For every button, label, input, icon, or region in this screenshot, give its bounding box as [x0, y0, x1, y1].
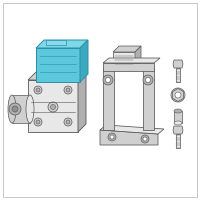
Bar	[176, 68, 180, 82]
Polygon shape	[36, 40, 88, 48]
Ellipse shape	[174, 121, 182, 125]
Circle shape	[9, 103, 21, 115]
Circle shape	[106, 77, 110, 82]
Circle shape	[103, 75, 113, 85]
Circle shape	[34, 118, 42, 126]
Bar	[113, 52, 135, 68]
Circle shape	[48, 102, 58, 112]
Bar	[103, 63, 154, 71]
Circle shape	[108, 133, 116, 141]
Ellipse shape	[174, 109, 182, 113]
Polygon shape	[173, 60, 183, 68]
Bar	[103, 68, 114, 130]
Polygon shape	[78, 72, 86, 132]
Polygon shape	[28, 72, 86, 80]
Circle shape	[110, 135, 114, 139]
Circle shape	[143, 75, 153, 85]
Circle shape	[36, 88, 40, 92]
Bar	[28, 80, 78, 132]
Circle shape	[50, 104, 56, 110]
Circle shape	[66, 88, 70, 92]
Polygon shape	[100, 125, 164, 134]
Circle shape	[64, 86, 72, 94]
Ellipse shape	[8, 95, 16, 123]
Polygon shape	[113, 46, 141, 52]
Circle shape	[146, 77, 151, 82]
Circle shape	[141, 135, 149, 143]
Polygon shape	[46, 40, 66, 45]
Circle shape	[66, 120, 70, 124]
Bar	[12, 95, 30, 123]
Circle shape	[143, 137, 147, 141]
Polygon shape	[173, 126, 183, 134]
Polygon shape	[100, 130, 158, 145]
Circle shape	[36, 120, 40, 124]
Circle shape	[171, 88, 185, 102]
Circle shape	[34, 86, 42, 94]
Circle shape	[12, 106, 18, 112]
Circle shape	[175, 92, 181, 98]
Bar	[174, 111, 182, 123]
Polygon shape	[135, 46, 141, 68]
Polygon shape	[103, 58, 160, 63]
Bar	[36, 48, 80, 82]
Polygon shape	[80, 40, 88, 82]
Bar	[176, 134, 180, 148]
Circle shape	[64, 118, 72, 126]
Ellipse shape	[26, 95, 34, 123]
Bar	[143, 68, 154, 130]
